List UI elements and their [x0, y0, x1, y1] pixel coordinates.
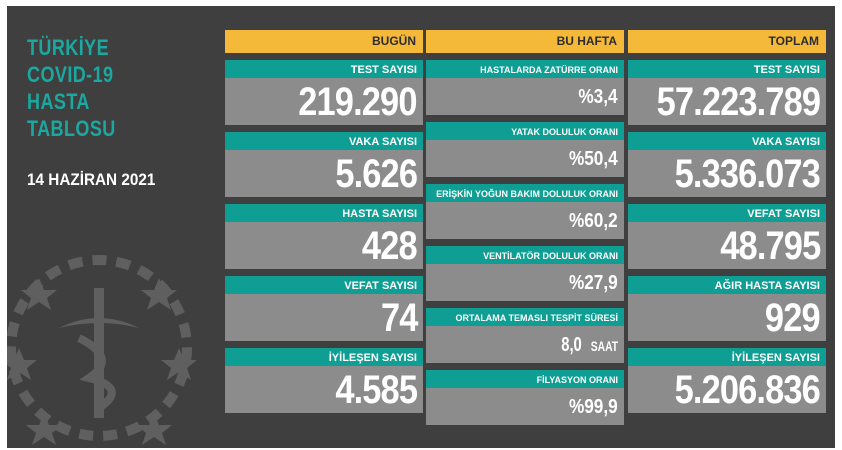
ministry-emblem-watermark-icon — [7, 255, 197, 445]
covid-table-board: TÜRKİYE COVID-19 HASTA TABLOSU 14 HAZİRA… — [7, 6, 835, 448]
week-ventilator-value: %27,9 — [569, 272, 618, 294]
total-case-card: VAKA SAYISI 5.336.073 — [628, 132, 826, 197]
today-case-value: 5.626 — [335, 152, 418, 196]
week-contact-value: 8,0 — [560, 334, 582, 356]
total-test-label: TEST SAYISI — [753, 64, 820, 76]
today-death-value: 74 — [380, 296, 417, 340]
title-line-4: TABLOSU — [27, 116, 116, 141]
week-pneumonia-label: HASTALARDA ZATÜRRE ORANI — [480, 65, 618, 75]
total-severe-card: AĞIR HASTA SAYISI 929 — [628, 276, 826, 341]
week-filiation-value: %99,9 — [569, 396, 618, 418]
total-test-value: 57.223.789 — [656, 80, 820, 124]
total-column: TOPLAM TEST SAYISI 57.223.789 VAKA SAYIS… — [628, 30, 826, 413]
total-severe-value: 929 — [765, 296, 821, 340]
total-case-value: 5.336.073 — [674, 152, 821, 196]
total-recovered-card: İYİLEŞEN SAYISI 5.206.836 — [628, 348, 826, 413]
today-column: BUGÜN TEST SAYISI 219.290 VAKA SAYISI 5.… — [225, 30, 423, 413]
today-patient-value: 428 — [362, 224, 418, 268]
today-recovered-value: 4.585 — [335, 368, 418, 412]
week-pneumonia-card: HASTALARDA ZATÜRRE ORANI %3,4 — [426, 60, 624, 115]
total-severe-label: AĞIR HASTA SAYISI — [714, 280, 820, 292]
week-filiation-card: FİLYASYON ORANI %99,9 — [426, 370, 624, 425]
today-case-label: VAKA SAYISI — [348, 136, 417, 148]
week-bed-card: YATAK DOLULUK ORANI %50,4 — [426, 122, 624, 177]
today-test-label: TEST SAYISI — [350, 64, 417, 76]
today-recovered-label: İYİLEŞEN SAYISI — [328, 352, 417, 364]
today-death-card: VEFAT SAYISI 74 — [225, 276, 423, 341]
today-test-card: TEST SAYISI 219.290 — [225, 60, 423, 125]
week-pneumonia-value: %3,4 — [578, 86, 618, 108]
week-ventilator-card: VENTİLATÖR DOLULUK ORANI %27,9 — [426, 246, 624, 301]
today-recovered-card: İYİLEŞEN SAYISI 4.585 — [225, 348, 423, 413]
week-bed-label: YATAK DOLULUK ORANI — [511, 127, 618, 137]
total-recovered-value: 5.206.836 — [674, 368, 821, 412]
today-patient-label: HASTA SAYISI — [342, 208, 417, 220]
total-death-card: VEFAT SAYISI 48.795 — [628, 204, 826, 269]
week-icu-value: %60,2 — [569, 210, 618, 232]
today-patient-card: HASTA SAYISI 428 — [225, 204, 423, 269]
week-header: BU HAFTA — [426, 30, 624, 53]
week-filiation-label: FİLYASYON ORANI — [536, 375, 618, 385]
title-line-2: COVID-19 — [27, 62, 114, 87]
total-death-value: 48.795 — [719, 224, 821, 268]
title-line-3: HASTA — [27, 89, 90, 114]
week-bed-value: %50,4 — [569, 148, 618, 170]
week-ventilator-label: VENTİLATÖR DOLULUK ORANI — [483, 251, 618, 261]
title-line-1: TÜRKİYE — [27, 35, 110, 60]
total-test-card: TEST SAYISI 57.223.789 — [628, 60, 826, 125]
week-column: BU HAFTA HASTALARDA ZATÜRRE ORANI %3,4 Y… — [426, 30, 624, 425]
report-date: 14 HAZİRAN 2021 — [27, 170, 156, 189]
week-contact-card: ORTALAMA TEMASLI TESPİT SÜRESİ 8,0 SAAT — [426, 308, 624, 363]
total-recovered-label: İYİLEŞEN SAYISI — [731, 352, 820, 364]
week-icu-card: ERİŞKİN YOĞUN BAKIM DOLULUK ORANI %60,2 — [426, 184, 624, 239]
week-contact-label: ORTALAMA TEMASLI TESPİT SÜRESİ — [455, 313, 618, 323]
table-title: TÜRKİYE COVID-19 HASTA TABLOSU — [27, 34, 135, 142]
total-death-label: VEFAT SAYISI — [747, 208, 820, 220]
today-case-card: VAKA SAYISI 5.626 — [225, 132, 423, 197]
today-death-label: VEFAT SAYISI — [344, 280, 417, 292]
week-contact-unit: SAAT — [590, 338, 618, 354]
today-header: BUGÜN — [225, 30, 423, 53]
today-test-value: 219.290 — [298, 80, 418, 124]
week-icu-label: ERİŞKİN YOĞUN BAKIM DOLULUK ORANI — [436, 189, 618, 199]
total-header: TOPLAM — [628, 30, 826, 53]
total-case-label: VAKA SAYISI — [751, 136, 820, 148]
